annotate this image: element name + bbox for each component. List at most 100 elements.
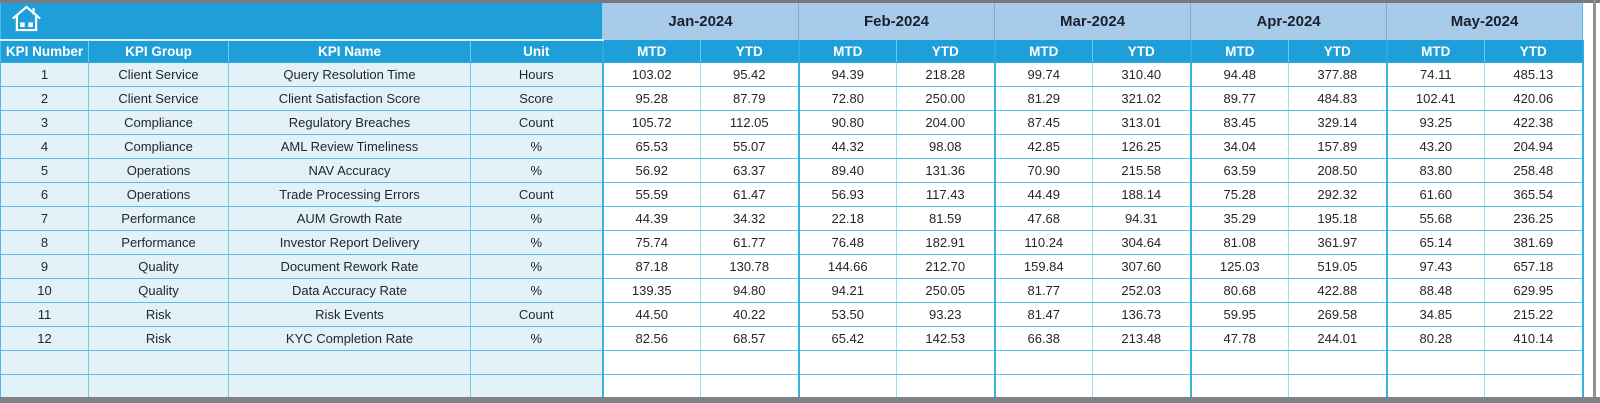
data-cell[interactable]: 44.50 — [602, 302, 701, 327]
kpi-name-cell[interactable]: Document Rework Rate — [228, 254, 471, 279]
kpi-name-cell[interactable]: Trade Processing Errors — [228, 182, 471, 207]
data-cell[interactable]: 292.32 — [1288, 182, 1388, 207]
data-cell[interactable]: 377.88 — [1288, 62, 1388, 87]
data-cell[interactable]: 95.28 — [602, 86, 701, 111]
month-header-5[interactable]: May-2024 — [1386, 3, 1584, 40]
kpi-number-cell[interactable]: 10 — [0, 278, 89, 303]
column-header-ytd[interactable]: YTD — [700, 40, 800, 63]
data-cell[interactable]: 117.43 — [896, 182, 996, 207]
data-cell[interactable]: 195.18 — [1288, 206, 1388, 231]
data-cell[interactable]: 87.79 — [700, 86, 800, 111]
data-cell[interactable]: 81.59 — [896, 206, 996, 231]
data-cell[interactable]: 94.39 — [798, 62, 897, 87]
data-cell[interactable]: 485.13 — [1484, 62, 1584, 87]
data-cell[interactable] — [798, 350, 897, 375]
data-cell[interactable]: 76.48 — [798, 230, 897, 255]
data-cell[interactable]: 136.73 — [1092, 302, 1192, 327]
data-cell[interactable]: 215.22 — [1484, 302, 1584, 327]
data-cell[interactable]: 213.48 — [1092, 326, 1192, 351]
kpi-number-cell[interactable] — [0, 350, 89, 375]
data-cell[interactable]: 212.70 — [896, 254, 996, 279]
column-header-kpi-group[interactable]: KPI Group — [88, 40, 229, 63]
data-cell[interactable]: 44.49 — [994, 182, 1094, 207]
data-cell[interactable]: 98.08 — [896, 134, 996, 159]
column-header-mtd[interactable]: MTD — [994, 40, 1094, 63]
data-cell[interactable]: 34.85 — [1386, 302, 1486, 327]
data-cell[interactable]: 63.37 — [700, 158, 800, 183]
data-cell[interactable]: 112.05 — [700, 110, 800, 135]
unit-cell[interactable]: Hours — [470, 62, 604, 87]
data-cell[interactable]: 130.78 — [700, 254, 800, 279]
data-cell[interactable]: 94.48 — [1190, 62, 1290, 87]
kpi-group-cell[interactable]: Performance — [88, 230, 229, 255]
column-header-ytd[interactable]: YTD — [1288, 40, 1388, 63]
data-cell[interactable]: 44.32 — [798, 134, 897, 159]
data-cell[interactable]: 81.08 — [1190, 230, 1290, 255]
data-cell[interactable]: 59.95 — [1190, 302, 1290, 327]
data-cell[interactable]: 310.40 — [1092, 62, 1192, 87]
data-cell[interactable]: 182.91 — [896, 230, 996, 255]
kpi-group-cell[interactable]: Client Service — [88, 86, 229, 111]
column-header-ytd[interactable]: YTD — [1484, 40, 1584, 63]
unit-cell[interactable]: Count — [470, 110, 604, 135]
column-header-ytd[interactable]: YTD — [896, 40, 996, 63]
kpi-number-cell[interactable]: 11 — [0, 302, 89, 327]
data-cell[interactable] — [602, 350, 701, 375]
data-cell[interactable]: 40.22 — [700, 302, 800, 327]
data-cell[interactable]: 88.48 — [1386, 278, 1486, 303]
month-header-1[interactable]: Jan-2024 — [602, 3, 799, 40]
kpi-group-cell[interactable]: Compliance — [88, 134, 229, 159]
data-cell[interactable]: 422.88 — [1288, 278, 1388, 303]
month-header-4[interactable]: Apr-2024 — [1190, 3, 1388, 40]
data-cell[interactable]: 365.54 — [1484, 182, 1584, 207]
data-cell[interactable]: 381.69 — [1484, 230, 1584, 255]
kpi-group-cell[interactable]: Operations — [88, 158, 229, 183]
data-cell[interactable]: 125.03 — [1190, 254, 1290, 279]
column-header-mtd[interactable]: MTD — [798, 40, 897, 63]
data-cell[interactable]: 65.53 — [602, 134, 701, 159]
data-cell[interactable]: 82.56 — [602, 326, 701, 351]
kpi-group-cell[interactable]: Risk — [88, 326, 229, 351]
data-cell[interactable]: 47.78 — [1190, 326, 1290, 351]
column-header-mtd[interactable]: MTD — [1386, 40, 1486, 63]
kpi-name-cell[interactable]: AUM Growth Rate — [228, 206, 471, 231]
unit-cell[interactable]: % — [470, 206, 604, 231]
data-cell[interactable]: 105.72 — [602, 110, 701, 135]
unit-cell[interactable]: % — [470, 134, 604, 159]
data-cell[interactable] — [1288, 374, 1388, 399]
data-cell[interactable]: 215.58 — [1092, 158, 1192, 183]
data-cell[interactable]: 43.20 — [1386, 134, 1486, 159]
data-cell[interactable]: 89.77 — [1190, 86, 1290, 111]
unit-cell[interactable]: Count — [470, 302, 604, 327]
data-cell[interactable]: 188.14 — [1092, 182, 1192, 207]
kpi-name-cell[interactable]: Investor Report Delivery — [228, 230, 471, 255]
data-cell[interactable]: 66.38 — [994, 326, 1094, 351]
data-cell[interactable]: 81.29 — [994, 86, 1094, 111]
month-header-3[interactable]: Mar-2024 — [994, 3, 1192, 40]
data-cell[interactable]: 65.42 — [798, 326, 897, 351]
data-cell[interactable] — [1190, 350, 1290, 375]
data-cell[interactable] — [896, 374, 996, 399]
data-cell[interactable]: 74.11 — [1386, 62, 1486, 87]
unit-cell[interactable]: % — [470, 278, 604, 303]
kpi-number-cell[interactable]: 5 — [0, 158, 89, 183]
data-cell[interactable] — [994, 350, 1094, 375]
column-header-mtd[interactable]: MTD — [602, 40, 701, 63]
kpi-group-cell[interactable] — [88, 374, 229, 399]
home-icon[interactable] — [11, 5, 42, 32]
data-cell[interactable]: 83.45 — [1190, 110, 1290, 135]
data-cell[interactable]: 258.48 — [1484, 158, 1584, 183]
data-cell[interactable]: 61.77 — [700, 230, 800, 255]
data-cell[interactable]: 55.07 — [700, 134, 800, 159]
data-cell[interactable]: 81.77 — [994, 278, 1094, 303]
data-cell[interactable]: 34.32 — [700, 206, 800, 231]
column-header-ytd[interactable]: YTD — [1092, 40, 1192, 63]
data-cell[interactable]: 89.40 — [798, 158, 897, 183]
unit-cell[interactable]: % — [470, 230, 604, 255]
data-cell[interactable] — [1386, 350, 1486, 375]
data-cell[interactable]: 35.29 — [1190, 206, 1290, 231]
kpi-group-cell[interactable]: Operations — [88, 182, 229, 207]
unit-cell[interactable] — [470, 374, 604, 399]
data-cell[interactable]: 53.50 — [798, 302, 897, 327]
data-cell[interactable]: 410.14 — [1484, 326, 1584, 351]
